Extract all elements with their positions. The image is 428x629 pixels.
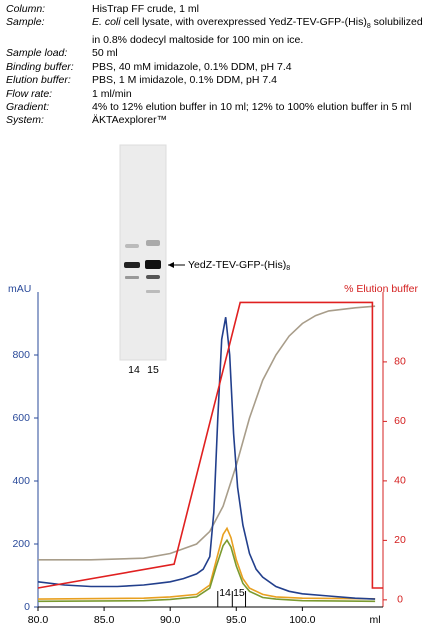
method-key: System: xyxy=(6,114,44,127)
text-part: 8 xyxy=(286,265,290,272)
lane-label: 15 xyxy=(147,364,159,376)
y2-tick-label: 80 xyxy=(394,356,406,368)
band-annotation: YedZ-TEV-GFP-(His)8 xyxy=(188,259,290,272)
method-row: Elution buffer: PBS, 1 M imidazole, 0.1% … xyxy=(6,74,426,87)
fraction-label: 15 xyxy=(233,587,245,599)
method-key: Elution buffer: xyxy=(6,74,71,87)
x-tick-label: 85.0 xyxy=(94,614,115,626)
method-row: Sample load: 50 ml xyxy=(6,47,426,60)
y-axis-label: mAU xyxy=(8,283,31,295)
text-part: E. coli xyxy=(92,16,121,29)
method-value: 4% to 12% elution buffer in 10 ml; 12% t… xyxy=(92,100,412,113)
method-row: Flow rate: 1 ml/min xyxy=(6,88,426,101)
text-part: YedZ-TEV-GFP-(His) xyxy=(188,259,286,271)
x-axis-label: ml xyxy=(369,614,380,626)
fraction-label: 14 xyxy=(219,587,231,599)
method-key: Gradient: xyxy=(6,100,50,113)
series-line xyxy=(37,526,376,600)
series-line xyxy=(38,305,376,561)
y2-tick-label: 60 xyxy=(394,415,406,427)
y-tick-label: 800 xyxy=(12,349,30,361)
y-tick-label: 400 xyxy=(12,475,30,487)
x-tick-label: 100.0 xyxy=(289,614,315,626)
text-part: 8 xyxy=(366,23,371,31)
x-tick-label: 80.0 xyxy=(28,614,49,626)
y2-tick-label: 20 xyxy=(394,534,406,546)
method-key: Sample: xyxy=(6,16,45,29)
y2-tick-label: 40 xyxy=(394,475,406,487)
x-tick-label: 90.0 xyxy=(160,614,181,626)
method-key: Flow rate: xyxy=(6,87,53,100)
method-value: E. coli cell lysate, with overexpressed … xyxy=(92,16,426,47)
x-tick-label: 95.0 xyxy=(226,614,247,626)
method-row: Gradient: 4% to 12% elution buffer in 10 … xyxy=(6,101,426,114)
y2-tick-label: 0 xyxy=(397,594,403,606)
series-line xyxy=(37,538,376,603)
y2-axis-label: % Elution buffer xyxy=(344,283,418,295)
method-row: Column: HisTrap FF crude, 1 ml xyxy=(6,3,426,16)
text-part: cell lysate, with overexpressed YedZ-TEV… xyxy=(120,16,367,29)
method-value: HisTrap FF crude, 1 ml xyxy=(92,3,199,15)
method-key: Binding buffer: xyxy=(6,60,74,73)
series-line xyxy=(37,317,376,600)
method-value: ÄKTAexplorer™ xyxy=(92,114,168,127)
gel-image xyxy=(119,144,185,361)
method-row: Sample: E. coli cell lysate, with overexp… xyxy=(6,16,426,47)
method-table: Column: HisTrap FF crude, 1 ml Sample: E. c… xyxy=(6,3,426,128)
lane-label: 14 xyxy=(128,364,140,376)
y-tick-label: 200 xyxy=(12,538,30,550)
text-part: solubilized in 0.8% dodecyl maltoside fo… xyxy=(92,16,423,46)
method-key: Column: xyxy=(6,3,46,15)
y-tick-label: 600 xyxy=(12,412,30,424)
method-value: 1 ml/min xyxy=(92,87,132,100)
method-value: 50 ml xyxy=(92,47,118,60)
y-tick-label: 0 xyxy=(24,601,30,613)
method-value: PBS, 1 M imidazole, 0.1% DDM, pH 7.4 xyxy=(92,74,277,87)
method-row: System: ÄKTAexplorer™ xyxy=(6,114,426,127)
method-key: Sample load: xyxy=(6,47,68,60)
series-line xyxy=(37,301,383,589)
method-value: PBS, 40 mM imidazole, 0.1% DDM, pH 7.4 xyxy=(92,60,292,73)
method-row: Binding buffer: PBS, 40 mM imidazole, 0.1… xyxy=(6,61,426,74)
